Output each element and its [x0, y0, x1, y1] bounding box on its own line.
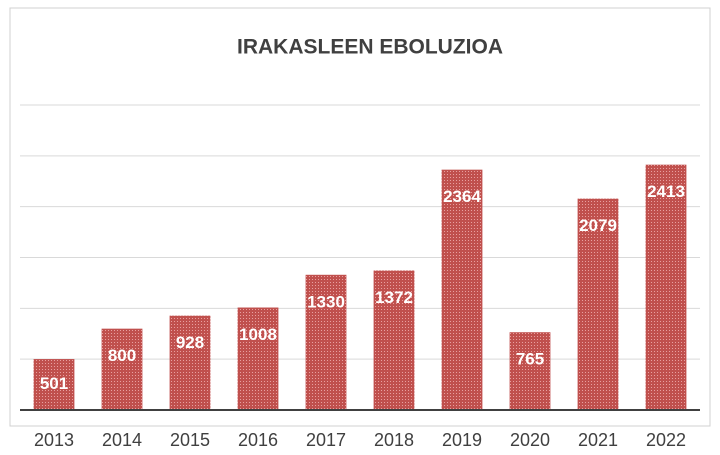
value-label: 2079: [579, 216, 617, 235]
chart-frame: [9, 7, 711, 427]
chart-title: IRAKASLEEN EBOLUZIOA: [237, 36, 503, 59]
value-label: 501: [40, 374, 68, 393]
bar: [509, 332, 551, 410]
value-label: 800: [108, 346, 136, 365]
x-tick-label: 2021: [578, 430, 618, 450]
x-tick-label: 2022: [646, 430, 686, 450]
x-tick-label: 2017: [306, 430, 346, 450]
x-tick-label: 2013: [34, 430, 74, 450]
x-tick-label: 2020: [510, 430, 550, 450]
value-label: 2364: [443, 187, 481, 206]
bar: [441, 169, 483, 410]
value-label: 1372: [375, 288, 413, 307]
value-label: 1330: [307, 292, 345, 311]
value-label: 928: [176, 333, 204, 352]
bar: [305, 274, 347, 410]
x-tick-label: 2014: [102, 430, 142, 450]
bar: [645, 164, 687, 410]
bar: [577, 198, 619, 410]
bar: [101, 328, 143, 410]
x-tick-label: 2016: [238, 430, 278, 450]
bar: [237, 307, 279, 410]
bar: [33, 359, 75, 410]
x-tick-label: 2015: [170, 430, 210, 450]
bar: [373, 270, 415, 410]
value-label: 765: [516, 350, 544, 369]
value-label: 2413: [647, 182, 685, 201]
bar: [169, 315, 211, 410]
value-label: 1008: [239, 325, 277, 344]
x-tick-label: 2019: [442, 430, 482, 450]
x-tick-label: 2018: [374, 430, 414, 450]
